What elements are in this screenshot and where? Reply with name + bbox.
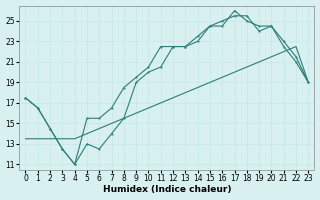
X-axis label: Humidex (Indice chaleur): Humidex (Indice chaleur) bbox=[103, 185, 231, 194]
